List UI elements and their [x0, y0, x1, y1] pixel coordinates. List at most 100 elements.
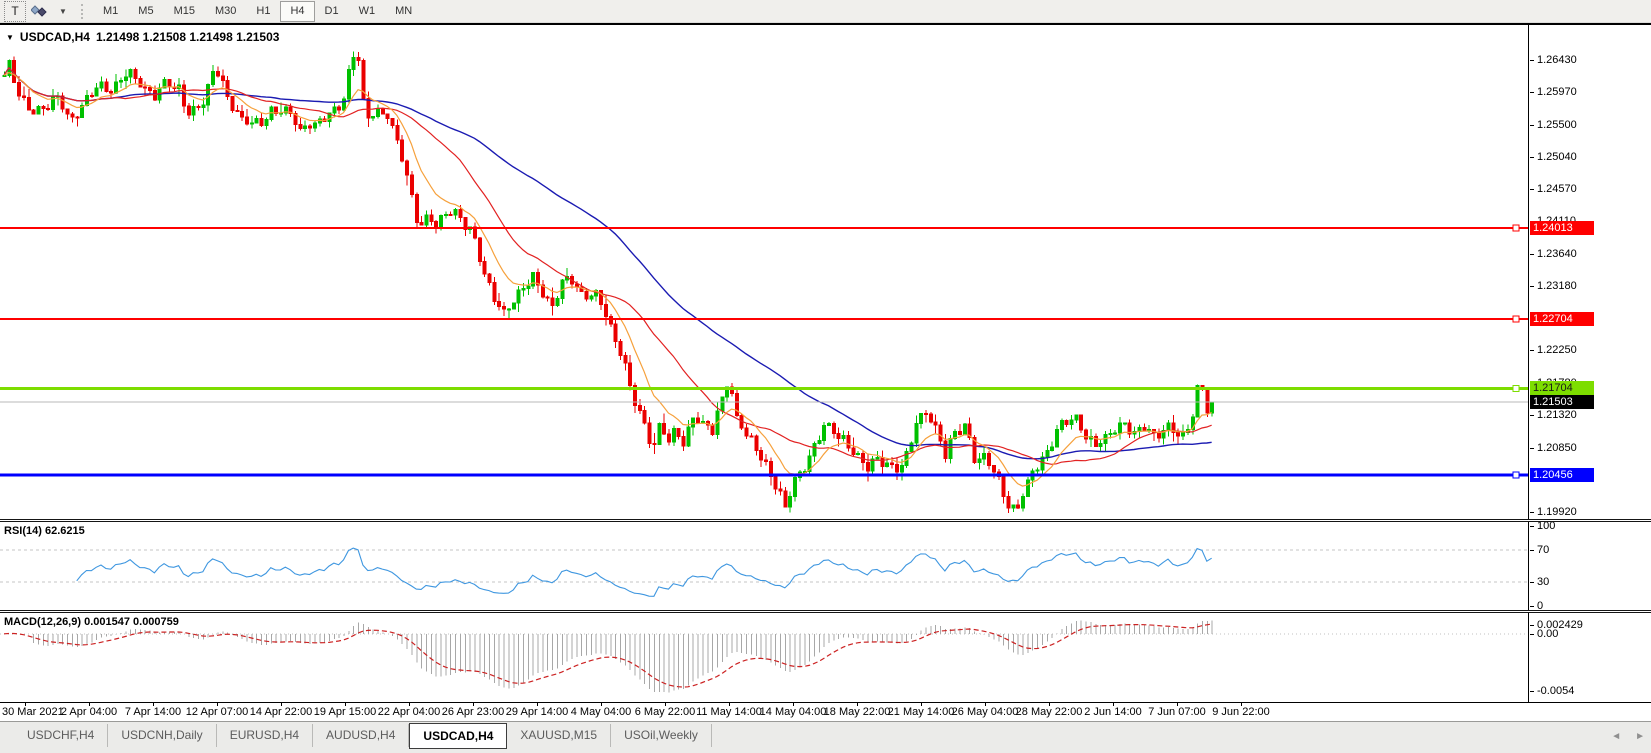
- time-tick: [1113, 703, 1114, 706]
- time-tick: [153, 703, 154, 706]
- price-tick-label: 1.25500: [1530, 118, 1577, 131]
- current-price-label: 1.21503: [1530, 395, 1594, 410]
- time-axis-label: 28 May 22:00: [1015, 706, 1083, 718]
- tab-scroll-left-icon[interactable]: ◄: [1611, 731, 1622, 742]
- tab-eurusd-h4[interactable]: EURUSD,H4: [217, 724, 314, 747]
- time-axis-label: 6 May 22:00: [634, 706, 696, 718]
- rsi-chart-area[interactable]: RSI(14) 62.6215: [0, 522, 1528, 610]
- hline-price-label: 1.20456: [1530, 467, 1594, 482]
- timeframe-m15-button[interactable]: M15: [173, 5, 195, 17]
- arrow-objects-dropdown[interactable]: ▼: [52, 1, 74, 22]
- macd-pane: MACD(12,26,9) 0.001547 0.000759 0.002429…: [0, 613, 1651, 702]
- time-tick: [409, 703, 410, 706]
- price-tick-label: 1.25040: [1530, 150, 1577, 163]
- hline-price-label: 1.21704: [1530, 381, 1594, 396]
- time-axis-label: 19 Apr 15:00: [313, 706, 377, 718]
- time-tick: [1177, 703, 1178, 706]
- macd-chart-area[interactable]: MACD(12,26,9) 0.001547 0.000759: [0, 613, 1528, 702]
- time-axis-label: 11 May 14:00: [696, 706, 762, 718]
- chart-menu-icon[interactable]: ▼: [6, 32, 14, 42]
- toolbar-grip[interactable]: [81, 3, 86, 19]
- rsi-axis[interactable]: 100 70 30 0: [1528, 522, 1650, 610]
- pane-separator[interactable]: [0, 519, 1651, 522]
- time-axis-label: 14 May 04:00: [759, 706, 827, 718]
- time-axis-label: 7 Apr 14:00: [124, 706, 182, 718]
- tab-usoil-weekly[interactable]: USOil,Weekly: [611, 724, 712, 747]
- rsi-axis-label: 0: [1529, 600, 1544, 610]
- chart-tab-bar: USDCHF,H4 USDCNH,Daily EURUSD,H4 AUDUSD,…: [0, 721, 1651, 753]
- macd-axis[interactable]: 0.002429 0.00 -0.0054: [1528, 613, 1650, 702]
- tab-scroll-right-icon[interactable]: ►: [1635, 731, 1645, 742]
- timeframe-d1-button[interactable]: D1: [324, 5, 339, 17]
- price-tick-label: 1.20850: [1530, 441, 1577, 454]
- tab-audusd-h4[interactable]: AUDUSD,H4: [313, 724, 410, 747]
- time-axis-label: 7 Jun 07:00: [1148, 706, 1206, 718]
- time-axis-label: 12 Apr 07:00: [185, 706, 249, 718]
- hline-price-label: 1.24013: [1530, 221, 1594, 236]
- text-tool-button[interactable]: T: [4, 0, 26, 22]
- time-tick: [473, 703, 474, 706]
- time-axis-label: 9 Jun 22:00: [1212, 706, 1270, 718]
- rsi-axis-label: 100: [1529, 522, 1556, 532]
- tab-usdcad-h4-active[interactable]: USDCAD,H4: [409, 723, 508, 749]
- price-pane: ▼ USDCAD,H4 1.21498 1.21508 1.21498 1.21…: [0, 25, 1651, 519]
- tab-usdcnh-daily[interactable]: USDCNH,Daily: [108, 724, 217, 747]
- macd-axis-label: 0.002429: [1530, 619, 1583, 631]
- time-axis[interactable]: 30 Mar 2021 2 Apr 04:00 7 Apr 14:00 12 Apr …: [0, 702, 1651, 721]
- arrow-objects-button[interactable]: [28, 1, 50, 22]
- time-axis-label: 30 Mar 2021: [2, 706, 64, 718]
- timeframe-mn-button[interactable]: MN: [395, 5, 413, 17]
- time-axis-label: 26 May 04:00: [951, 706, 1019, 718]
- timeframe-h4-button[interactable]: H4: [280, 0, 315, 22]
- rsi-axis-label: 70: [1529, 544, 1550, 556]
- tab-scroll-controls: ◄ ►: [1611, 731, 1645, 742]
- tab-xauusd-m15[interactable]: XAUUSD,M15: [507, 724, 612, 747]
- time-tick: [1049, 703, 1050, 706]
- price-axis[interactable]: 1.264301.259701.255001.250401.245701.241…: [1528, 25, 1650, 519]
- timeframe-m5-button[interactable]: M5: [138, 5, 154, 17]
- chart-window: ▼ USDCAD,H4 1.21498 1.21508 1.21498 1.21…: [0, 23, 1651, 721]
- price-tick-label: 1.26430: [1530, 54, 1577, 67]
- time-axis-label: 2 Jun 14:00: [1084, 706, 1142, 718]
- timeframe-w1-button[interactable]: W1: [358, 5, 376, 17]
- time-tick: [281, 703, 282, 706]
- chart-symbol-label: USDCAD,H4: [19, 30, 90, 44]
- time-tick: [665, 703, 666, 706]
- timeframe-m30-button[interactable]: M30: [214, 5, 237, 17]
- ma-fast-line: [3, 71, 1212, 487]
- time-axis-label: 2 Apr 04:00: [60, 706, 118, 718]
- time-tick: [793, 703, 794, 706]
- price-chart-area[interactable]: ▼ USDCAD,H4 1.21498 1.21508 1.21498 1.21…: [0, 25, 1528, 519]
- chart-ohlc-values: 1.21498 1.21508 1.21498 1.21503: [95, 30, 280, 44]
- tab-usdchf-h4[interactable]: USDCHF,H4: [14, 724, 109, 747]
- macd-label: MACD(12,26,9) 0.001547 0.000759: [4, 616, 179, 628]
- hline-price-label: 1.22704: [1530, 311, 1594, 326]
- price-tick-label: 1.22250: [1530, 344, 1577, 357]
- time-tick: [729, 703, 730, 706]
- time-tick: [217, 703, 218, 706]
- time-axis-label: 26 Apr 23:00: [441, 706, 505, 718]
- macd-axis-label: -0.0054: [1529, 685, 1575, 697]
- price-tick-label: 1.21320: [1530, 408, 1577, 421]
- price-tick-label: 1.24570: [1530, 183, 1577, 196]
- ma-mid-line: [3, 66, 1212, 465]
- time-tick: [25, 703, 26, 706]
- time-tick: [985, 703, 986, 706]
- rsi-axis-label: 30: [1529, 576, 1550, 588]
- ma-slow-line: [3, 66, 1212, 460]
- time-tick: [89, 703, 90, 706]
- time-tick: [537, 703, 538, 706]
- macd-signal-line: [3, 623, 1212, 688]
- rsi-pane: RSI(14) 62.6215 100 70 30 0: [0, 522, 1651, 610]
- chevron-down-icon: ▼: [59, 6, 67, 16]
- timeframe-m1-button[interactable]: M1: [103, 5, 119, 17]
- time-axis-label: 18 May 22:00: [823, 706, 891, 718]
- time-axis-label: 21 May 14:00: [887, 706, 955, 718]
- pane-separator[interactable]: [0, 610, 1651, 613]
- timeframe-h1-button[interactable]: H1: [256, 5, 271, 17]
- horizontal-lines: [0, 224, 1528, 479]
- time-tick: [345, 703, 346, 706]
- time-axis-label: 22 Apr 04:00: [377, 706, 441, 718]
- candlestick-series: [2, 51, 1215, 514]
- time-tick: [857, 703, 858, 706]
